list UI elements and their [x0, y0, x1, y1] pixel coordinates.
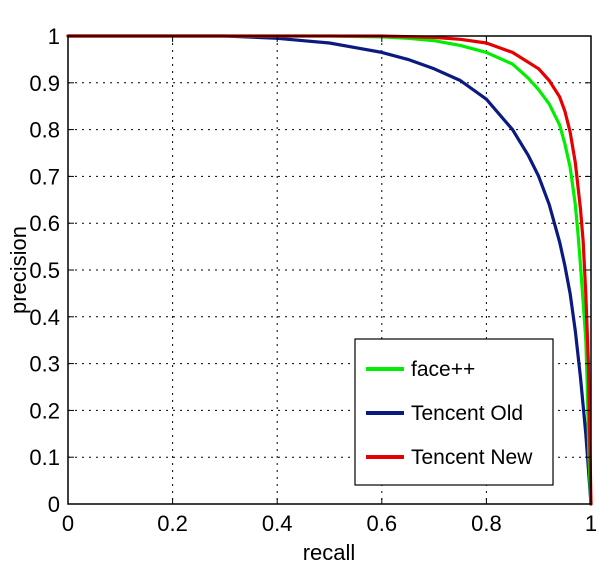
legend: face++ Tencent Old Tencent New [354, 338, 554, 486]
x-axis-title: recall [303, 540, 356, 565]
x-tick-label: 0.6 [367, 511, 398, 536]
series-line-tencent-old [66, 34, 593, 506]
x-tick-label: 0.4 [262, 511, 293, 536]
x-tick-label: 0.8 [471, 511, 502, 536]
y-tick-label: 0.7 [29, 164, 60, 189]
axis-ticks: 0 0.2 0.4 0.6 0.8 1 0 0.1 0.2 0.3 0.4 0.5 0.6 0.7 0.8 0… [29, 24, 597, 536]
y-tick-label: 0.3 [29, 352, 60, 377]
x-tick-label: 0.2 [157, 511, 188, 536]
y-tick-label: 1 [48, 24, 60, 49]
legend-label-tencent-old: Tencent Old [411, 402, 523, 425]
y-tick-label: 0.4 [29, 305, 60, 330]
y-tick-label: 0.9 [29, 71, 60, 96]
x-tick-label: 1 [585, 511, 597, 536]
y-tick-label: 0 [48, 492, 60, 517]
legend-label-face-plus-plus: face++ [411, 358, 475, 381]
y-tick-label: 0.1 [29, 445, 60, 470]
y-tick-label: 0.2 [29, 398, 60, 423]
x-tick-label: 0 [62, 511, 74, 536]
y-tick-label: 0.8 [29, 118, 60, 143]
y-axis-title: precision [6, 226, 31, 314]
y-tick-label: 0.6 [29, 211, 60, 236]
legend-label-tencent-new: Tencent New [411, 446, 533, 469]
y-tick-label: 0.5 [29, 258, 60, 283]
